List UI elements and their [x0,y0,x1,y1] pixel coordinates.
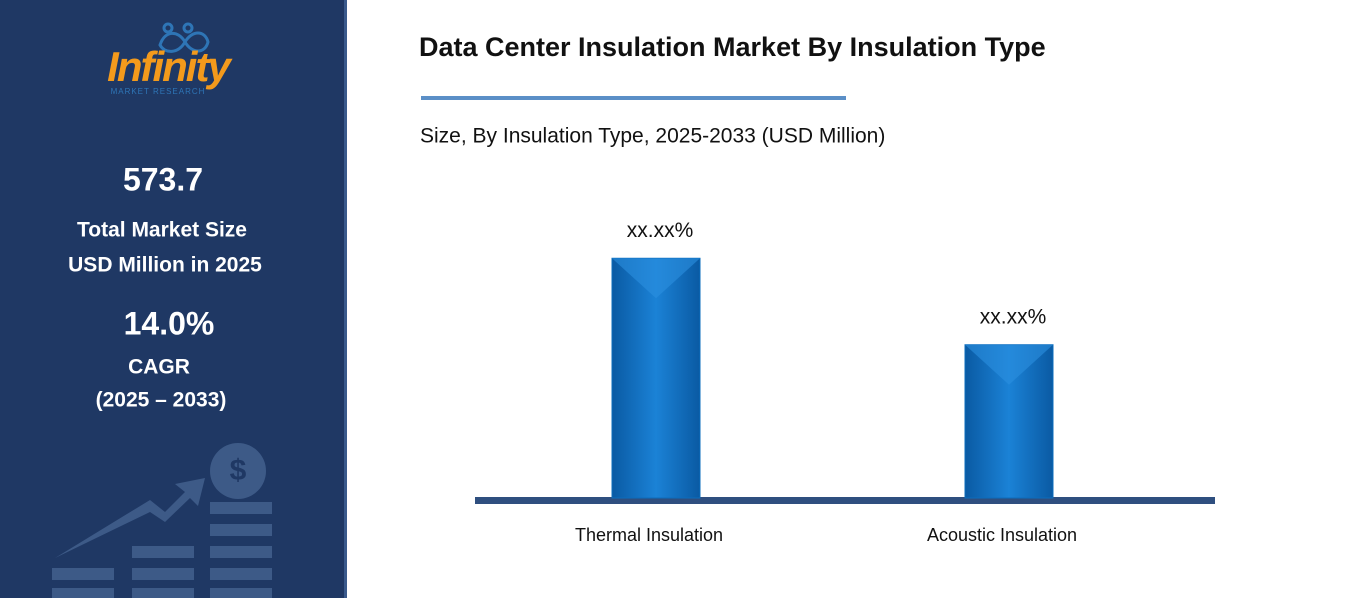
market-size: 573.7 [123,161,203,197]
x-tick-label: Acoustic Insulation [927,525,1077,545]
chart-subtitle: Size, By Insulation Type, 2025-2033 (USD… [420,125,885,148]
title-underline [421,96,846,100]
cagr-value: 14.0% [124,305,215,341]
logo-subtext: MARKET RESEARCH [111,87,206,96]
market-size-label: Total Market Size [77,219,247,242]
chart-title: Data Center Insulation Market By Insulat… [419,32,1046,62]
cagr-label: CAGR [128,356,190,379]
x-tick-label: Thermal Insulation [575,525,723,545]
cagr-period: (2025 – 2033) [96,389,227,412]
value-label: xx.xx% [980,305,1047,328]
bar-bevel [965,344,1053,385]
value-label: xx.xx% [627,219,694,242]
logo-text: Infinity [107,43,233,90]
sidebar [0,0,344,598]
baseline [475,497,1215,504]
svg-text:$: $ [230,454,247,487]
bar-bevel [612,258,700,299]
market-size-label: USD Million in 2025 [68,254,262,277]
logo-icon [158,22,210,53]
sidebar-border [344,0,347,598]
growth-icon: $ [52,443,272,598]
